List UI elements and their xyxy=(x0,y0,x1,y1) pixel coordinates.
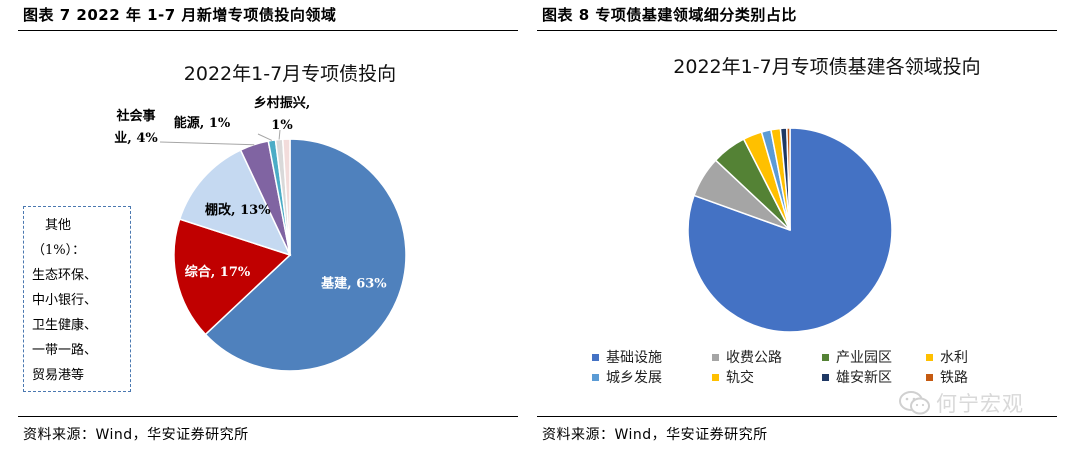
pie-label-0: 基建, 63% xyxy=(320,276,387,292)
leader-line-5 xyxy=(278,129,281,140)
note-line: 其他 xyxy=(45,218,72,233)
source-rule-right xyxy=(537,416,1057,417)
legend-label-6: 雄安新区 xyxy=(836,370,892,386)
legend-label-5: 轨交 xyxy=(726,369,754,386)
pie-left-slice-2 xyxy=(178,149,292,257)
note-line: （1%）： xyxy=(32,243,86,258)
legend-swatch-7 xyxy=(926,374,933,381)
note-line: 卫生健康、 xyxy=(32,318,98,333)
legend-label-3: 水利 xyxy=(940,350,968,366)
legend-swatch-6 xyxy=(822,374,829,381)
legend-label-1: 收费公路 xyxy=(726,350,782,366)
legend-swatch-0 xyxy=(592,354,599,361)
chart-title-right: 2022年1-7月专项债基建各领域投向 xyxy=(673,56,980,78)
source-left: 资料来源：Wind，华安证券研究所 xyxy=(23,427,249,443)
pie-left-labels: 基建, 63% 综合, 17% 棚改, 13% 社会事业, 4% 能源, 1% 乡村振兴,… xyxy=(114,95,387,292)
legend-swatch-3 xyxy=(926,354,933,361)
note-line: 贸易港等 xyxy=(32,368,85,383)
pie-label-3: 社会事业, 4% xyxy=(114,108,158,146)
wechat-icon xyxy=(899,391,930,415)
chart-title-left: 2022年1-7月专项债投向 xyxy=(184,63,396,85)
note-line: 一带一路、 xyxy=(32,343,98,358)
legend-label-2: 产业园区 xyxy=(836,350,892,366)
legend-swatch-2 xyxy=(822,354,829,361)
source-right: 资料来源：Wind，华安证券研究所 xyxy=(542,427,768,443)
pie-right xyxy=(687,127,893,333)
legend-label-0: 基础设施 xyxy=(606,349,662,366)
pie-right-slice-7 xyxy=(786,127,791,231)
leader-line-3 xyxy=(159,141,255,146)
pie-left-slice-0 xyxy=(204,138,407,372)
caption-rule-left xyxy=(18,30,518,31)
watermark-text: 何宁宏观 xyxy=(936,392,1024,416)
legend-swatch-1 xyxy=(712,354,719,361)
pie-left-slice-1 xyxy=(173,218,292,336)
caption-rule-right xyxy=(537,30,1057,31)
figure-caption-left: 图表 7 2022 年 1-7 月新增专项债投向领域 xyxy=(23,6,337,24)
pie-label-2: 棚改, 13% xyxy=(205,202,271,218)
pie-label-5: 乡村振兴, 1% xyxy=(254,95,311,133)
pie-left-slice-6 xyxy=(281,138,291,256)
note-line: 中小银行、 xyxy=(32,293,98,308)
pie-label-1: 综合, 17% xyxy=(185,264,251,280)
leader-line-4 xyxy=(257,133,273,141)
watermark: 何宁宏观 xyxy=(898,388,1024,418)
other-note-box xyxy=(23,206,131,392)
legend-label-7: 铁路 xyxy=(940,370,968,386)
note-line: 生态环保、 xyxy=(32,268,98,283)
pie-left xyxy=(173,138,407,372)
source-rule-left xyxy=(18,416,518,417)
figure-caption-right: 图表 8 专项债基建领域细分类别占比 xyxy=(542,6,797,24)
legend-swatch-4 xyxy=(592,374,599,381)
pie-right-slice-0 xyxy=(687,127,893,333)
legend-label-4: 城乡发展 xyxy=(606,370,662,386)
pie-label-4: 能源, 1% xyxy=(174,115,231,131)
legend-swatch-5 xyxy=(712,374,719,381)
